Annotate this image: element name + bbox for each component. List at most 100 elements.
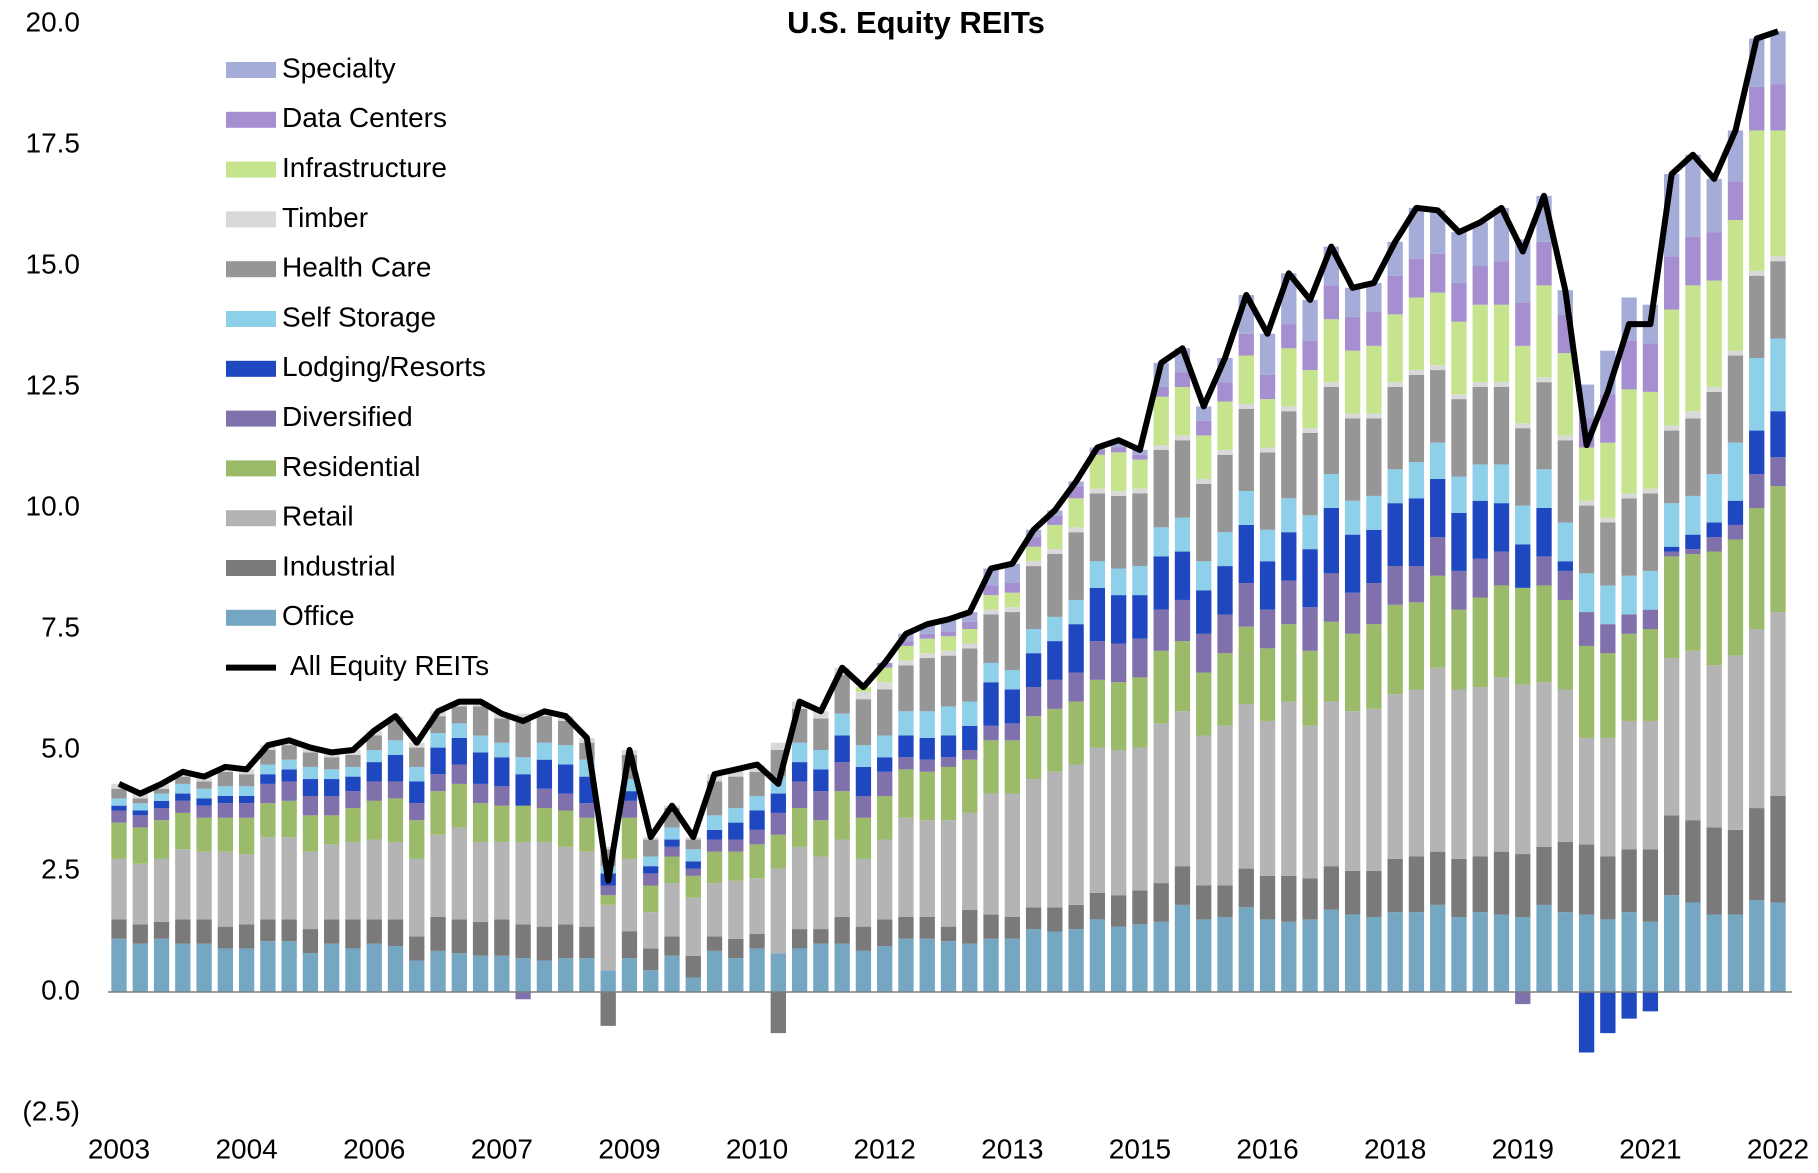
bar-segment — [1132, 595, 1148, 639]
bar-segment — [238, 817, 255, 855]
bar-segment — [1408, 602, 1425, 690]
bar-segment — [1344, 871, 1361, 915]
bar-segment — [1089, 454, 1106, 489]
bar-segment — [664, 883, 680, 937]
bar-segment — [1536, 556, 1552, 586]
bar-segment — [940, 766, 957, 821]
bar-segment — [1663, 895, 1680, 992]
bar-segment — [1770, 411, 1786, 458]
bar-segment — [1642, 391, 1659, 489]
bar-segment — [1451, 282, 1467, 322]
bar-segment — [1600, 522, 1616, 586]
bar-segment — [1387, 912, 1403, 992]
bar-segment — [1663, 815, 1680, 896]
bar-segment — [1217, 382, 1233, 402]
bar-segment — [643, 885, 659, 913]
bar-segment — [1557, 912, 1573, 992]
bar-segment — [1366, 624, 1382, 709]
bar-segment — [600, 885, 616, 896]
y-tick-label: 0.0 — [41, 974, 80, 1005]
bar-segment — [791, 808, 808, 847]
bar-segment — [430, 774, 446, 792]
bar-segment — [1451, 609, 1467, 690]
bar-segment — [1366, 282, 1382, 312]
bar-segment — [685, 849, 701, 862]
bar-segment — [1663, 430, 1680, 504]
bar-segment — [1515, 423, 1531, 429]
bar-segment — [1302, 515, 1318, 550]
bar-segment — [1430, 253, 1446, 293]
bar-segment — [409, 936, 425, 961]
bar-segment — [1685, 534, 1701, 550]
bar-segment — [1217, 885, 1233, 917]
bar-segment — [1621, 614, 1637, 634]
bar-segment — [387, 946, 404, 992]
bar-segment — [728, 769, 744, 777]
bar-segment — [430, 916, 446, 951]
bar-segment — [494, 786, 510, 806]
x-tick-label: 2010 — [726, 1133, 788, 1164]
bar-segment — [1068, 624, 1084, 673]
bar-segment — [643, 873, 659, 886]
bar-segment — [579, 926, 595, 959]
bar-segment — [685, 897, 701, 956]
legend-label: Industrial — [282, 550, 396, 581]
bar-segment — [1259, 447, 1276, 453]
bar-segment — [451, 827, 467, 920]
bar-segment — [111, 788, 127, 799]
x-tick-label: 2021 — [1619, 1133, 1681, 1164]
bar-segment — [1068, 532, 1084, 600]
bar-segment — [1174, 599, 1191, 642]
bar-segment — [1770, 84, 1786, 131]
legend-label: Infrastructure — [282, 152, 447, 183]
bar-segment — [685, 875, 701, 898]
bar-segment — [1472, 304, 1488, 383]
total-line — [117, 28, 1779, 884]
bar-segment — [153, 788, 170, 794]
bar-segment — [1366, 871, 1382, 917]
bar-segment — [1685, 549, 1701, 554]
bar-segment — [621, 800, 638, 818]
bar-segment — [962, 750, 978, 760]
bar-segment — [1685, 236, 1701, 286]
bar-segment — [1047, 515, 1063, 525]
bar-segment — [664, 936, 680, 956]
bar-segment — [1663, 556, 1680, 659]
bar-segment — [1323, 701, 1340, 867]
bar-segment — [1770, 256, 1786, 262]
bar-segment — [834, 713, 850, 736]
bar-segment — [302, 929, 319, 954]
bar-segment — [1344, 316, 1361, 351]
bar-segment — [324, 757, 340, 770]
bar-segment — [472, 921, 489, 956]
bar-segment — [1621, 575, 1637, 615]
bar-segment — [1281, 624, 1297, 702]
bar-segment — [1621, 849, 1637, 913]
bar-segment — [281, 745, 297, 760]
bar-segment — [1110, 750, 1127, 896]
bar-segment — [919, 759, 935, 772]
bar-segment — [1727, 181, 1744, 221]
bar-segment — [685, 861, 701, 869]
bar-segment — [940, 941, 957, 992]
bar-segment — [196, 798, 212, 806]
bar-segment — [409, 747, 425, 767]
x-tick-label: 2004 — [215, 1133, 277, 1164]
bar-segment — [1004, 583, 1020, 593]
legend-swatch — [226, 161, 276, 178]
bar-segment — [749, 810, 765, 830]
bar-segment — [1493, 261, 1510, 305]
bar-segment — [494, 742, 510, 758]
bar-segment — [1366, 529, 1382, 584]
bar-segment — [494, 805, 510, 842]
bar-segment — [664, 846, 680, 857]
bar-segment — [451, 764, 467, 784]
bar-segment — [1196, 420, 1212, 436]
bar-segment — [302, 766, 319, 780]
bar-segment — [557, 764, 574, 794]
bar-segment — [728, 839, 744, 852]
bar-segment — [345, 919, 361, 949]
bar-segment — [345, 948, 361, 992]
bar-segment — [238, 924, 255, 949]
